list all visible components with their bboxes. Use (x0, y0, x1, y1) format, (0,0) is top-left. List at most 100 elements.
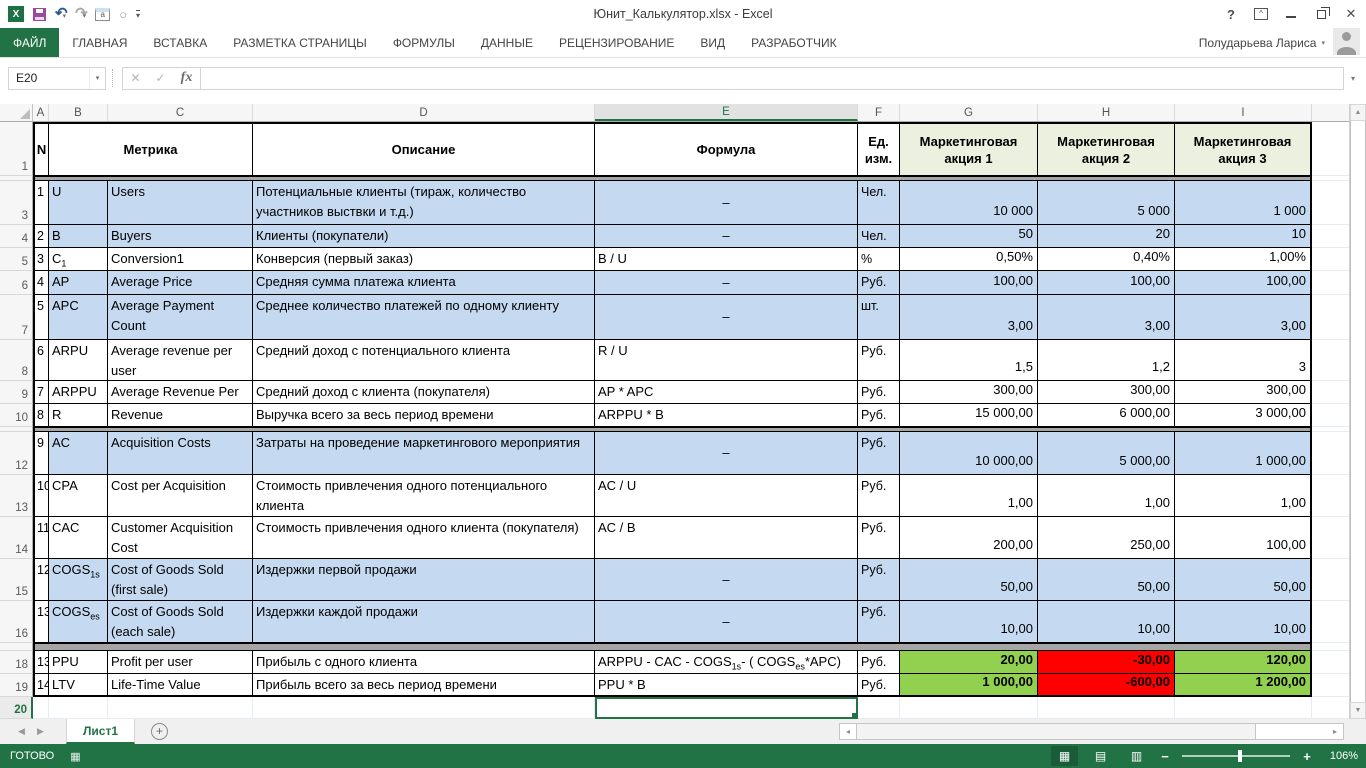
cell-F16[interactable]: Руб. (858, 601, 900, 643)
cell-A8[interactable]: 6 (33, 340, 49, 381)
cell-A7[interactable]: 5 (33, 295, 49, 340)
row-header-13[interactable]: 13 (0, 475, 33, 517)
cell-B15[interactable]: COGS1s (49, 559, 108, 601)
zoom-out-button[interactable]: − (1159, 749, 1171, 764)
cell-A3[interactable]: 1 (33, 181, 49, 225)
cell-H6[interactable]: 100,00 (1038, 271, 1175, 295)
cell-G20[interactable] (900, 697, 1038, 719)
row-header-12[interactable]: 12 (0, 432, 33, 475)
cell-E15[interactable]: – (595, 559, 858, 601)
cell-B1[interactable]: Метрика (49, 122, 253, 176)
cell-I20[interactable] (1175, 697, 1312, 719)
cell-H5[interactable]: 0,40% (1038, 248, 1175, 271)
cell-B7[interactable]: APC (49, 295, 108, 340)
cell-I18[interactable]: 120,00 (1175, 651, 1312, 674)
avatar[interactable] (1333, 28, 1360, 55)
column-header-H[interactable]: H (1038, 104, 1175, 121)
cell-G14[interactable]: 200,00 (900, 517, 1038, 559)
cell-D3[interactable]: Потенциальные клиенты (тираж, количество… (253, 181, 595, 225)
cell-C12[interactable]: Acquisition Costs (108, 432, 253, 475)
cell-F10[interactable]: Руб. (858, 404, 900, 427)
ribbon-tab-page-layout[interactable]: РАЗМЕТКА СТРАНИЦЫ (220, 28, 380, 57)
cell-D16[interactable]: Издержки каждой продажи (253, 601, 595, 643)
column-header-A[interactable]: A (33, 104, 49, 121)
row-header-4[interactable]: 4 (0, 225, 33, 248)
view-normal-button[interactable]: ▦ (1051, 746, 1078, 766)
cell-G12[interactable]: 10 000,00 (900, 432, 1038, 475)
cell-A5[interactable]: 3 (33, 248, 49, 271)
cell-H12[interactable]: 5 000,00 (1038, 432, 1175, 475)
row-header-20[interactable]: 20 (0, 697, 33, 719)
cell-F20[interactable] (858, 697, 900, 719)
cell-B13[interactable]: CPA (49, 475, 108, 517)
cell-I16[interactable]: 10,00 (1175, 601, 1312, 643)
vertical-scrollbar[interactable]: ▲ ▼ (1349, 104, 1366, 719)
cell-D4[interactable]: Клиенты (покупатели) (253, 225, 595, 248)
row-header-18[interactable]: 18 (0, 651, 33, 674)
cell-I14[interactable]: 100,00 (1175, 517, 1312, 559)
row-header-17[interactable] (0, 643, 33, 651)
cell-H20[interactable] (1038, 697, 1175, 719)
cell-A1[interactable]: N (33, 122, 49, 176)
cell-E1[interactable]: Формула (595, 122, 858, 176)
cell-G5[interactable]: 0,50% (900, 248, 1038, 271)
ribbon-tab-home[interactable]: ГЛАВНАЯ (59, 28, 140, 57)
cell-C8[interactable]: Average revenue per user (108, 340, 253, 381)
cell-E19[interactable]: PPU * B (595, 674, 858, 697)
row-header-1[interactable]: 1 (0, 122, 33, 176)
column-header-E[interactable]: E (595, 104, 858, 121)
cell-G9[interactable]: 300,00 (900, 381, 1038, 404)
cell-D18[interactable]: Прибыль с одного клиента (253, 651, 595, 674)
cell-H19[interactable]: -600,00 (1038, 674, 1175, 697)
cell-H3[interactable]: 5 000 (1038, 181, 1175, 225)
ribbon-tab-data[interactable]: ДАННЫЕ (468, 28, 546, 57)
cell-B9[interactable]: ARPPU (49, 381, 108, 404)
cell-G10[interactable]: 15 000,00 (900, 404, 1038, 427)
cell-A13[interactable]: 10 (33, 475, 49, 517)
row-header-10[interactable]: 10 (0, 404, 33, 427)
vertical-scroll-thumb[interactable] (1350, 121, 1366, 702)
cell-A19[interactable]: 14 (33, 674, 49, 697)
cell-C10[interactable]: Revenue (108, 404, 253, 427)
cell-D14[interactable]: Стоимость привлечения одного клиента (по… (253, 517, 595, 559)
redo-button[interactable]: ↷▾ (75, 5, 86, 23)
cell-E12[interactable]: – (595, 432, 858, 475)
cell-G19[interactable]: 1 000,00 (900, 674, 1038, 697)
zoom-slider-thumb[interactable] (1238, 750, 1242, 762)
cell-E16[interactable]: – (595, 601, 858, 643)
sheet-nav-left-icon[interactable]: ◀ (12, 726, 31, 737)
cell-H9[interactable]: 300,00 (1038, 381, 1175, 404)
cell-I15[interactable]: 50,00 (1175, 559, 1312, 601)
view-page-layout-button[interactable]: ▤ (1087, 746, 1114, 766)
formula-input[interactable] (200, 67, 1344, 90)
add-sheet-button[interactable]: + (151, 723, 168, 740)
cell-B16[interactable]: COGSes (49, 601, 108, 643)
cell-E9[interactable]: AP * APC (595, 381, 858, 404)
save-icon[interactable] (33, 8, 46, 21)
cell-E18[interactable]: ARPPU - CAC - COGS1s- ( COGSes*APC) (595, 651, 858, 674)
customize-qat-icon[interactable]: ▾ (136, 10, 140, 19)
cell-D10[interactable]: Выручка всего за весь период времени (253, 404, 595, 427)
horizontal-scrollbar[interactable]: ◂ ▸ (839, 723, 1344, 740)
cell-I13[interactable]: 1,00 (1175, 475, 1312, 517)
close-button[interactable]: ✕ (1336, 0, 1366, 28)
insert-controls-icon[interactable]: a (95, 8, 110, 21)
cell-B4[interactable]: B (49, 225, 108, 248)
cell-B20[interactable] (49, 697, 108, 719)
cell-D13[interactable]: Стоимость привлечения одного потенциальн… (253, 475, 595, 517)
cell-D6[interactable]: Средняя сумма платежа клиента (253, 271, 595, 295)
cell-D12[interactable]: Затраты на проведение маркетингового мер… (253, 432, 595, 475)
cell-I3[interactable]: 1 000 (1175, 181, 1312, 225)
cell-B5[interactable]: C1 (49, 248, 108, 271)
cell-G8[interactable]: 1,5 (900, 340, 1038, 381)
macro-record-icon[interactable]: ▦ (70, 750, 80, 763)
cell-H18[interactable]: -30,00 (1038, 651, 1175, 674)
cell-I10[interactable]: 3 000,00 (1175, 404, 1312, 427)
ribbon-tab-insert[interactable]: ВСТАВКА (140, 28, 220, 57)
cell-B18[interactable]: PPU (49, 651, 108, 674)
cell-C15[interactable]: Cost of Goods Sold (first sale) (108, 559, 253, 601)
cell-F4[interactable]: Чел. (858, 225, 900, 248)
cell-I19[interactable]: 1 200,00 (1175, 674, 1312, 697)
cell-I12[interactable]: 1 000,00 (1175, 432, 1312, 475)
row-header-15[interactable]: 15 (0, 559, 33, 601)
